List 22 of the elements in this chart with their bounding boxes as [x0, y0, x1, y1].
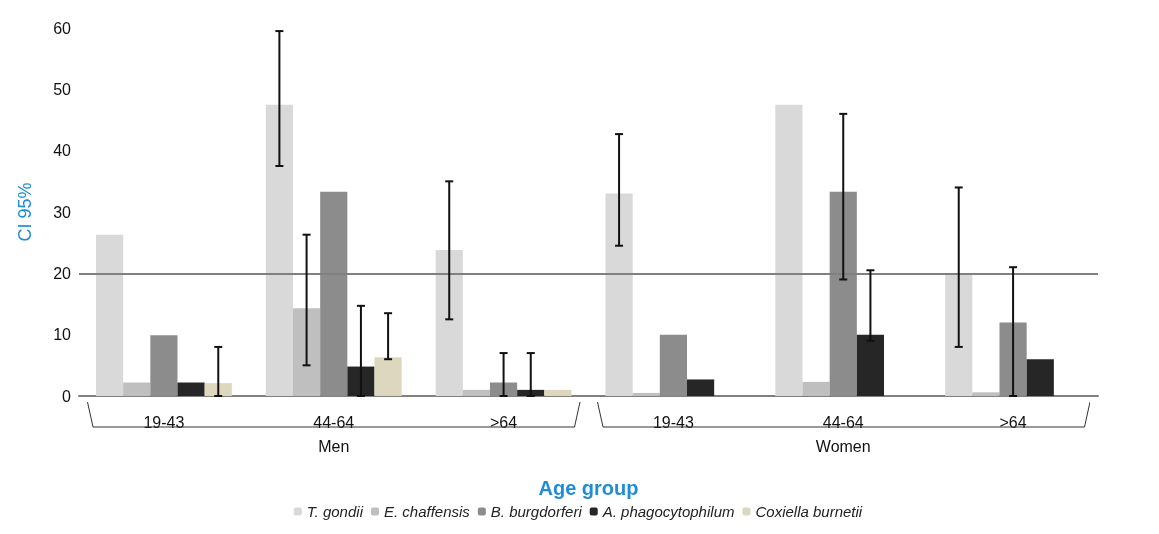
x-tick-label: 19-43 [143, 413, 185, 431]
legend-label: A. phagocytophilum [601, 503, 735, 520]
legend-label: B. burgdorferi [490, 503, 583, 520]
text: Men [318, 437, 350, 455]
x-tick-label: >64 [999, 413, 1027, 431]
y-axis-title: CI 95% [15, 182, 35, 242]
y-tick-label: 0 [62, 387, 72, 405]
legend-label: E. chaffensis [383, 503, 471, 520]
x-tick-label: 44-64 [822, 413, 864, 431]
text: Women [815, 437, 871, 455]
y-tick-label: 30 [53, 203, 72, 221]
legend-label: T. gondii [306, 503, 364, 520]
x-axis-title: Age group [538, 477, 639, 499]
y-tick-label: 20 [53, 264, 72, 282]
y-tick-label: 50 [53, 80, 72, 98]
y-tick-label: 10 [53, 326, 72, 344]
y-tick-label: 60 [53, 19, 72, 37]
legend-label: Coxiella burnetii [755, 503, 863, 520]
x-tick-label: 44-64 [313, 413, 355, 431]
x-tick-label: 19-43 [652, 413, 694, 431]
y-tick-label: 40 [53, 142, 72, 160]
x-tick-label: >64 [490, 413, 518, 431]
